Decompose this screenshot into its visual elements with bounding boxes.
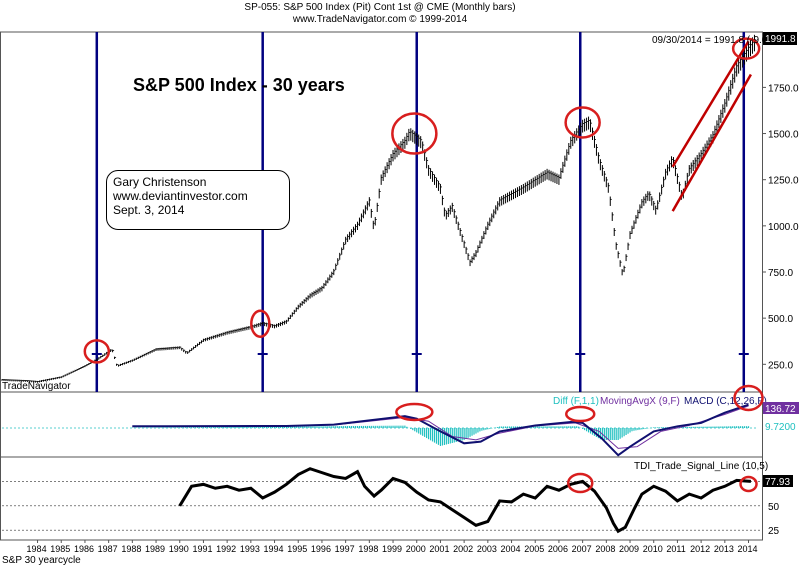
channel-lower-line (671, 73, 752, 212)
author-date: Sept. 3, 2014 (113, 203, 185, 217)
x-tick-label-2004: 2004 (501, 544, 521, 554)
x-tick-label-2010: 2010 (643, 544, 663, 554)
x-tick-label-1992: 1992 (216, 544, 236, 554)
author-note-box: Gary Christenson www.deviantinvestor.com… (106, 170, 290, 230)
x-tick-label-1995: 1995 (287, 544, 307, 554)
highlight-circle-0 (83, 339, 111, 364)
x-tick-label-1986: 1986 (74, 544, 94, 554)
price-tick-label-1500: 1500.0 (768, 130, 799, 141)
x-tick-label-1990: 1990 (169, 544, 189, 554)
x-tick-label-2003: 2003 (477, 544, 497, 554)
x-tick-label-1999: 1999 (382, 544, 402, 554)
price-last-label: 09/30/2014 = 1991.8 (-9.6) (652, 35, 771, 46)
tdi-last-value: 77.93 (765, 477, 790, 488)
x-tick-label-1991: 1991 (192, 544, 212, 554)
highlight-circle-3 (564, 106, 601, 139)
price-panel-title: S&P 500 Index - 30 years (133, 75, 345, 95)
highlight-circle-1 (250, 309, 271, 338)
footer-label: S&P 30 yearcycle (2, 555, 81, 566)
x-tick-label-2012: 2012 (690, 544, 710, 554)
author-name: Gary Christenson (113, 175, 207, 189)
macd-value-badge (763, 402, 799, 414)
x-tick-label-1987: 1987 (98, 544, 118, 554)
x-tick-label-2008: 2008 (595, 544, 615, 554)
x-tick-label-1997: 1997 (335, 544, 355, 554)
price-tick-label-1750: 1750.0 (768, 83, 799, 94)
chart-header-copyright: www.TradeNavigator.com © 1999-2014 (292, 14, 468, 25)
tdi-circle-0 (567, 472, 594, 494)
macd-circle-1 (565, 405, 596, 423)
macd-diff-value: 9.7200 (765, 422, 796, 433)
macd-circle-0 (395, 402, 434, 422)
tdi-circle-1 (739, 475, 758, 493)
chart-header-title: SP-055: S&P 500 Index (Pit) Cont 1st @ C… (244, 2, 516, 13)
watermark-label: TradeNavigator (2, 381, 71, 392)
macd-label-macd: MACD (C,12,26,F) (684, 396, 767, 407)
x-tick-label-1994: 1994 (264, 544, 284, 554)
x-tick-label-1996: 1996 (311, 544, 331, 554)
tdi-tick-label-25: 25 (768, 526, 780, 537)
tdi-label: TDI_Trade_Signal_Line (10,5) (634, 461, 768, 472)
x-tick-label-1988: 1988 (121, 544, 141, 554)
macd-circle-2 (733, 384, 764, 412)
price-tick-label-1000: 1000.0 (768, 222, 799, 233)
x-tick-label-2013: 2013 (714, 544, 734, 554)
x-tick-label-2009: 2009 (619, 544, 639, 554)
x-tick-label-1985: 1985 (50, 544, 70, 554)
price-bars (1, 34, 756, 383)
x-tick-label-2014: 2014 (738, 544, 758, 554)
x-tick-label-1984: 1984 (27, 544, 47, 554)
x-tick-label-2007: 2007 (572, 544, 592, 554)
tdi-panel-frame (0, 456, 763, 541)
highlight-circle-2 (391, 112, 438, 155)
x-tick-label-1993: 1993 (240, 544, 260, 554)
macd-line (132, 403, 749, 457)
channel-upper-line (671, 40, 750, 168)
author-website: www.deviantinvestor.com (113, 189, 248, 203)
x-tick-label-2011: 2011 (666, 544, 685, 554)
x-tick-label-1998: 1998 (358, 544, 378, 554)
macd-last-value: 136.72 (765, 404, 796, 415)
tdi-value-badge (763, 475, 793, 487)
price-last-value: 1991.8 (765, 34, 796, 45)
x-tick-label-2000: 2000 (406, 544, 426, 554)
tdi-line (178, 467, 751, 534)
price-tick-label-500: 500.0 (768, 314, 793, 325)
highlight-circle-4 (731, 37, 761, 60)
tdi-tick-label-50: 50 (768, 502, 780, 513)
x-tick-label-2002: 2002 (453, 544, 473, 554)
price-tick-label-1250: 1250.0 (768, 176, 799, 187)
x-tick-label-2005: 2005 (524, 544, 544, 554)
x-tick-label-2006: 2006 (548, 544, 568, 554)
x-tick-label-1989: 1989 (145, 544, 165, 554)
price-tick-label-250: 250.0 (768, 360, 793, 371)
price-last-badge (763, 32, 797, 45)
macd-label-signal: MovingAvgX (9,F) (600, 396, 680, 407)
macd-label-diff: Diff (F,1,1) (553, 396, 599, 407)
price-tick-label-750: 750.0 (768, 268, 793, 279)
x-tick-label-2001: 2001 (429, 544, 449, 554)
